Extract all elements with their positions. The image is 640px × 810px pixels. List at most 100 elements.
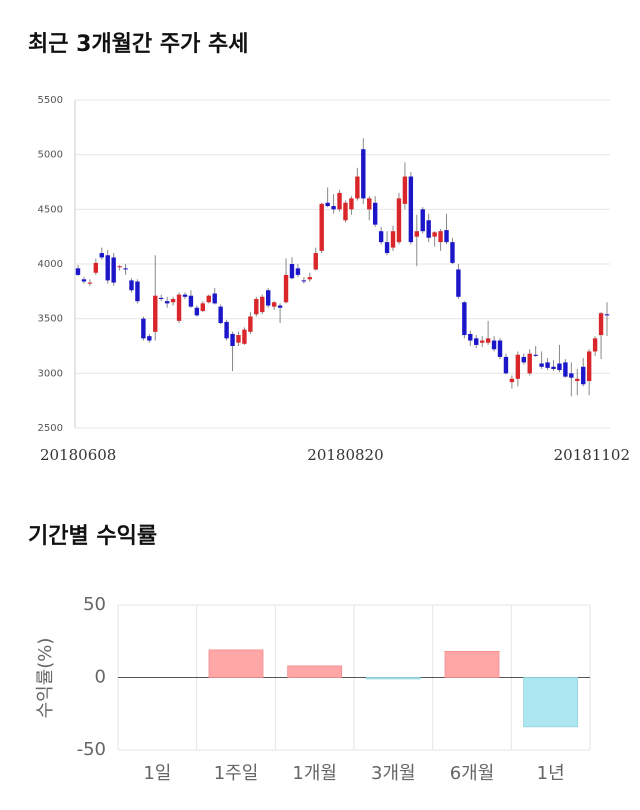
candle-body — [414, 231, 419, 237]
candle-body — [93, 262, 99, 273]
candle-body — [319, 203, 324, 251]
candle-body — [503, 356, 509, 374]
candle-body — [212, 293, 217, 304]
y-tick-label: -50 — [77, 739, 106, 760]
candle-body — [99, 253, 104, 258]
candle-body — [426, 220, 431, 238]
x-tick-label: 1년 — [537, 763, 565, 784]
candle-body — [260, 296, 265, 313]
y-tick-label: 4500 — [38, 204, 63, 215]
y-tick-label: 50 — [83, 594, 106, 615]
chart-title: 최근 3개월간 주가 추세 — [28, 32, 248, 57]
candle-body — [343, 202, 348, 221]
candle-body — [384, 242, 390, 254]
candle-body — [218, 306, 223, 324]
chart-title: 기간별 수익률 — [28, 524, 157, 549]
bar — [444, 651, 500, 678]
candle-body — [117, 266, 122, 268]
candle-body — [438, 231, 443, 243]
candle-body — [390, 231, 396, 248]
x-tick-label: 1일 — [143, 763, 171, 784]
y-tick-label: 3500 — [38, 314, 63, 325]
candle-body — [81, 279, 87, 282]
candle-body — [551, 366, 556, 369]
candle-body — [325, 202, 330, 207]
candle-body — [432, 232, 437, 237]
candle-body — [604, 314, 610, 316]
candle-body — [141, 318, 146, 339]
candle-body — [575, 378, 580, 381]
candle-body — [485, 338, 491, 343]
candle-body — [450, 242, 455, 263]
candle-body — [533, 354, 538, 356]
candle-body — [468, 333, 473, 341]
candle-body — [479, 340, 485, 343]
y-tick-label: 5000 — [38, 150, 63, 161]
x-tick-label: 20181102 — [554, 446, 630, 464]
candle-body — [586, 351, 592, 381]
candle-body — [521, 356, 526, 363]
candle-body — [378, 231, 384, 243]
candle-body — [75, 268, 81, 275]
candle-body — [123, 268, 128, 270]
candle-body — [313, 253, 318, 270]
bar — [365, 677, 421, 680]
candle-body — [283, 274, 289, 303]
candle-body — [349, 198, 354, 210]
candle-body — [271, 302, 277, 307]
candle-body — [355, 176, 360, 199]
candle-body — [206, 295, 211, 303]
candle-body — [367, 198, 372, 210]
bar — [523, 677, 579, 728]
bar — [208, 649, 264, 678]
candle-body — [372, 202, 378, 225]
candle-body — [307, 277, 313, 280]
x-tick-label: 3개월 — [371, 763, 416, 784]
candle-body — [147, 336, 152, 341]
candle-body — [337, 192, 342, 210]
y-tick-label: 2500 — [38, 423, 63, 434]
candle-body — [557, 363, 562, 371]
candle-body — [135, 281, 140, 302]
candle-body — [581, 366, 586, 385]
candle-body — [301, 280, 307, 282]
candle-body — [295, 268, 301, 275]
candle-body — [563, 362, 568, 377]
candle-body — [242, 329, 247, 344]
candle-body — [408, 176, 414, 243]
candle-body — [592, 338, 598, 352]
x-tick-label: 20180820 — [307, 446, 383, 464]
candle-body — [497, 340, 503, 357]
candle-body — [230, 333, 235, 346]
candle-body — [331, 206, 336, 210]
candle-body — [200, 303, 206, 312]
candle-body — [164, 301, 170, 304]
candle-body — [598, 313, 604, 336]
candle-body — [289, 264, 295, 279]
candle-body — [491, 340, 497, 350]
candle-body — [176, 294, 182, 321]
candle-body — [444, 230, 449, 243]
candle-body — [515, 354, 521, 379]
y-tick-label: 0 — [95, 667, 106, 688]
candle-body — [420, 209, 425, 232]
bar — [287, 665, 343, 678]
y-tick-label: 5500 — [38, 95, 63, 106]
candle-body — [396, 198, 402, 243]
candle-body — [111, 257, 116, 283]
candle-body — [569, 373, 574, 378]
candle-body — [236, 335, 241, 343]
candle-body — [129, 280, 134, 291]
candle-body — [474, 338, 479, 345]
candle-body — [105, 255, 110, 281]
candle-body — [539, 363, 544, 367]
candle-body — [456, 269, 461, 297]
y-tick-label: 3000 — [38, 368, 63, 379]
candle-body — [254, 298, 259, 315]
candle-body — [194, 307, 200, 316]
candle-body — [527, 353, 532, 374]
y-axis-label: 수익률(%) — [35, 638, 56, 719]
candle-body — [462, 302, 467, 336]
x-tick-label: 6개월 — [450, 763, 495, 784]
candle-body — [545, 362, 550, 368]
